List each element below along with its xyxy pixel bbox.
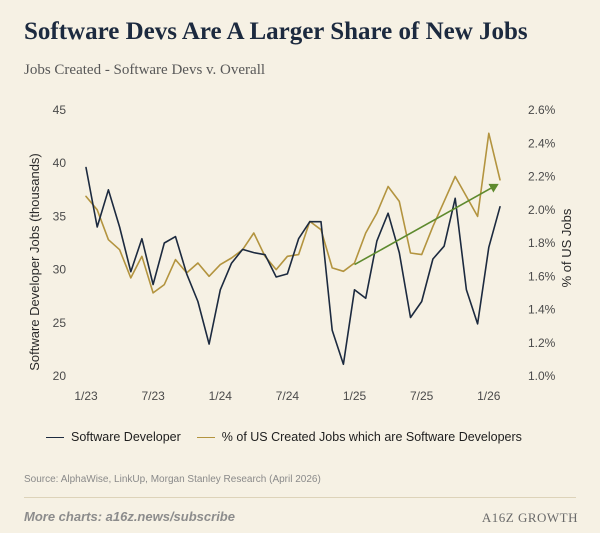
- legend-label-software-developer: Software Developer: [71, 430, 181, 444]
- y-tick-right-2.2%: 2.2%: [528, 170, 556, 184]
- y-tick-right-1.0%: 1.0%: [528, 369, 556, 383]
- legend-swatch-navy: [46, 436, 64, 438]
- chart-subtitle: Jobs Created - Software Devs v. Overall: [24, 62, 266, 78]
- series-line-share: [85, 132, 501, 294]
- y-tick-right-2.0%: 2.0%: [528, 203, 556, 217]
- x-tick-1/23: 1/23: [74, 389, 98, 403]
- chart: 20 25 30 35 40 45 1.0% 1.2% 1.4% 1.6% 1.8% 2.0% 2.2…: [27, 103, 574, 403]
- legend-item-share: % of US Created Jobs which are Software …: [196, 430, 522, 444]
- y-axis-label-left: Software Developer Jobs (thousands): [27, 153, 42, 371]
- y-tick-left-30: 30: [53, 263, 67, 277]
- y-tick-left-20: 20: [53, 369, 67, 383]
- y-tick-left-25: 25: [53, 316, 67, 330]
- footer-divider: [24, 497, 576, 498]
- trend-arrow: [354, 183, 499, 266]
- y-axis-label-right: % of US Jobs: [559, 208, 574, 287]
- brand-logo: A16Z GROWTH: [481, 510, 578, 525]
- legend: Software Developer % of US Created Jobs …: [46, 430, 538, 444]
- y-tick-left-35: 35: [53, 209, 67, 223]
- y-tick-right-1.2%: 1.2%: [528, 336, 556, 350]
- x-tick-7/23: 7/23: [141, 389, 165, 403]
- chart-title: Software Devs Are A Larger Share of New …: [24, 18, 528, 45]
- x-tick-1/25: 1/25: [343, 389, 367, 403]
- y-tick-right-2.6%: 2.6%: [528, 103, 556, 117]
- legend-swatch-gold: [196, 436, 215, 438]
- y-tick-right-2.4%: 2.4%: [528, 136, 556, 150]
- legend-item-software-developer: Software Developer: [46, 430, 181, 444]
- y-tick-right-1.6%: 1.6%: [528, 269, 556, 283]
- x-tick-7/24: 7/24: [276, 389, 300, 403]
- x-tick-7/25: 7/25: [410, 389, 434, 403]
- more-charts-link[interactable]: More charts: a16z.news/subscribe: [24, 509, 235, 524]
- y-tick-left-40: 40: [53, 156, 67, 170]
- legend-label-share: % of US Created Jobs which are Software …: [221, 430, 522, 444]
- source-note: Source: AlphaWise, LinkUp, Morgan Stanle…: [24, 474, 321, 485]
- y-tick-left-45: 45: [53, 103, 67, 117]
- series-line-software-developer: [85, 166, 501, 366]
- y-tick-right-1.8%: 1.8%: [528, 236, 556, 250]
- x-tick-1/24: 1/24: [209, 389, 233, 403]
- y-tick-right-1.4%: 1.4%: [528, 303, 556, 317]
- x-tick-1/26: 1/26: [477, 389, 501, 403]
